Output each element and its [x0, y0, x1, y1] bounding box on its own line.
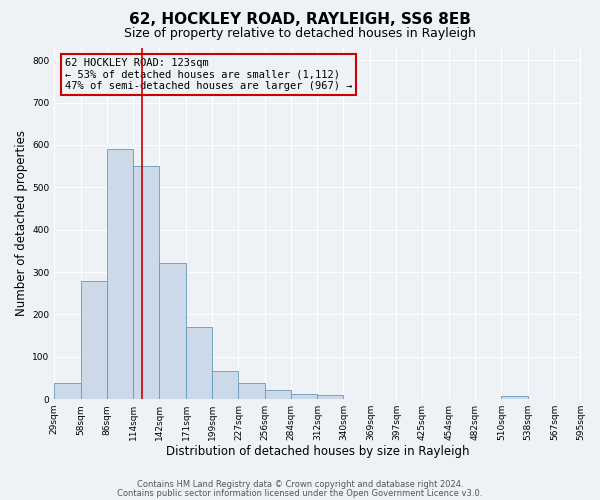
Text: 62 HOCKLEY ROAD: 123sqm
← 53% of detached houses are smaller (1,112)
47% of semi: 62 HOCKLEY ROAD: 123sqm ← 53% of detache…: [65, 58, 352, 91]
Bar: [186, 327, 212, 399]
Text: 62, HOCKLEY ROAD, RAYLEIGH, SS6 8EB: 62, HOCKLEY ROAD, RAYLEIGH, SS6 8EB: [129, 12, 471, 28]
Bar: [238, 383, 265, 399]
Bar: [54, 383, 81, 399]
Bar: [212, 370, 238, 399]
Bar: [502, 396, 527, 399]
Bar: [265, 390, 292, 399]
Text: Size of property relative to detached houses in Rayleigh: Size of property relative to detached ho…: [124, 28, 476, 40]
Bar: [107, 148, 133, 399]
Text: Contains public sector information licensed under the Open Government Licence v3: Contains public sector information licen…: [118, 488, 482, 498]
Y-axis label: Number of detached properties: Number of detached properties: [15, 130, 28, 316]
Bar: [133, 166, 160, 399]
Text: Contains HM Land Registry data © Crown copyright and database right 2024.: Contains HM Land Registry data © Crown c…: [137, 480, 463, 489]
Bar: [317, 395, 343, 399]
Bar: [81, 282, 107, 399]
Bar: [160, 263, 186, 399]
X-axis label: Distribution of detached houses by size in Rayleigh: Distribution of detached houses by size …: [166, 444, 469, 458]
Bar: [292, 394, 317, 399]
